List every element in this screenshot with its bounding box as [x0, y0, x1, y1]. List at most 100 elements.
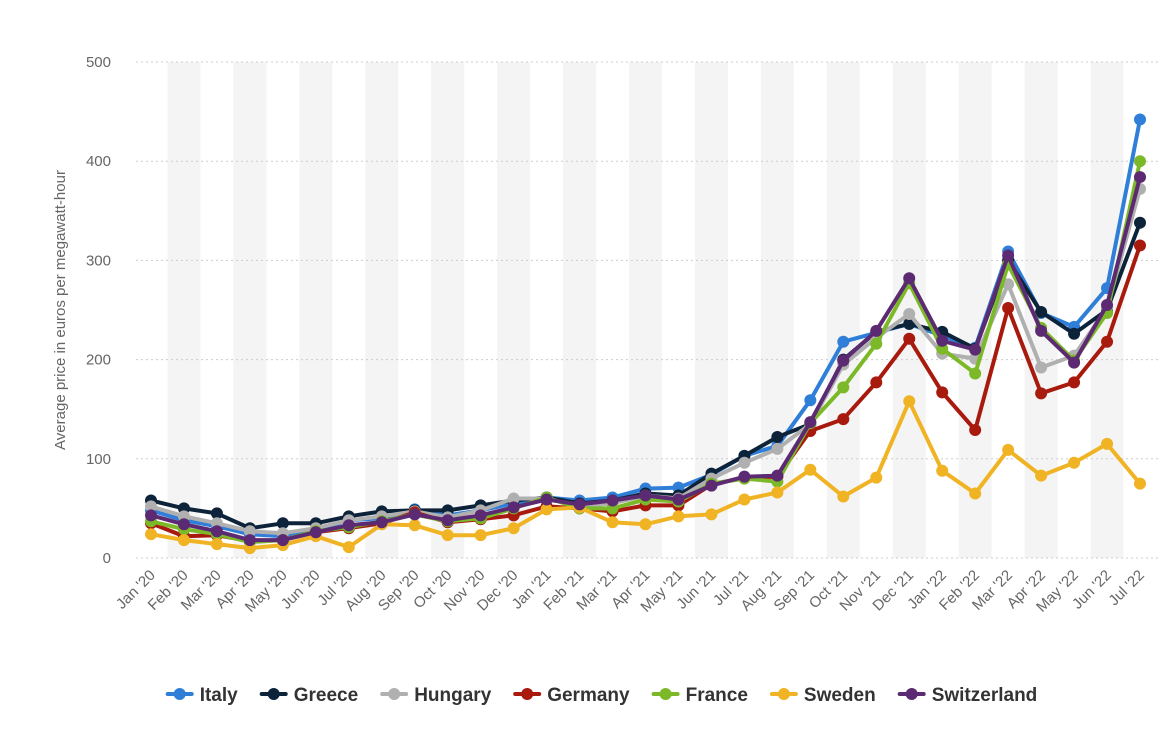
data-point[interactable]: [771, 430, 784, 443]
data-point[interactable]: [1002, 443, 1015, 456]
legend-item-germany[interactable]: Germany: [513, 685, 630, 706]
data-point[interactable]: [507, 501, 520, 514]
data-point[interactable]: [1101, 299, 1114, 312]
data-point[interactable]: [870, 324, 883, 337]
data-point[interactable]: [672, 493, 685, 506]
data-point[interactable]: [1134, 155, 1146, 168]
data-point[interactable]: [969, 367, 982, 380]
data-point[interactable]: [507, 522, 520, 535]
data-point[interactable]: [540, 493, 553, 506]
data-point[interactable]: [1101, 437, 1114, 450]
legend-item-italy[interactable]: Italy: [165, 685, 238, 706]
data-point[interactable]: [870, 376, 883, 389]
data-point[interactable]: [804, 416, 817, 429]
horizontal-gridlines: [136, 61, 1158, 559]
data-point[interactable]: [145, 509, 157, 522]
data-point[interactable]: [639, 518, 652, 531]
legend[interactable]: Italy Greece Hungary Germany France Sweden Swi…: [165, 685, 1038, 706]
data-point[interactable]: [771, 442, 784, 455]
legend-marker: [769, 688, 798, 700]
data-point[interactable]: [837, 335, 850, 348]
data-point[interactable]: [1068, 376, 1081, 389]
data-point[interactable]: [309, 526, 322, 539]
data-point[interactable]: [705, 508, 718, 521]
data-point[interactable]: [342, 519, 355, 532]
data-point[interactable]: [639, 489, 652, 502]
data-point[interactable]: [837, 490, 850, 503]
data-point[interactable]: [408, 519, 421, 532]
data-point[interactable]: [375, 516, 388, 529]
x-tick-label: Jul '22: [1105, 567, 1147, 609]
data-point[interactable]: [243, 525, 256, 538]
data-point[interactable]: [804, 463, 817, 476]
data-point[interactable]: [276, 534, 289, 547]
data-point[interactable]: [936, 334, 949, 347]
data-point[interactable]: [441, 514, 454, 527]
data-point[interactable]: [1035, 324, 1048, 337]
data-point[interactable]: [1035, 469, 1048, 482]
data-point[interactable]: [177, 534, 190, 547]
data-point[interactable]: [1035, 387, 1048, 400]
data-point[interactable]: [936, 386, 949, 399]
legend-item-sweden[interactable]: Sweden: [769, 685, 876, 706]
data-point[interactable]: [903, 317, 916, 330]
data-point[interactable]: [738, 456, 751, 469]
data-point[interactable]: [903, 307, 916, 320]
legend-item-greece[interactable]: Greece: [259, 685, 358, 706]
data-point[interactable]: [738, 470, 751, 483]
data-point[interactable]: [1002, 249, 1015, 262]
data-point[interactable]: [903, 332, 916, 345]
data-point[interactable]: [1035, 361, 1048, 374]
data-point[interactable]: [771, 469, 784, 482]
data-point[interactable]: [210, 538, 223, 551]
data-point[interactable]: [276, 517, 289, 530]
data-point[interactable]: [408, 508, 421, 521]
data-point[interactable]: [1035, 305, 1048, 318]
data-point[interactable]: [1134, 216, 1146, 229]
data-point[interactable]: [771, 486, 784, 499]
data-point[interactable]: [540, 503, 553, 516]
data-point[interactable]: [1134, 113, 1146, 126]
data-point[interactable]: [738, 493, 751, 506]
data-point[interactable]: [1101, 335, 1114, 348]
data-point[interactable]: [474, 529, 487, 542]
data-point[interactable]: [1068, 456, 1081, 469]
data-point[interactable]: [1002, 302, 1015, 315]
data-point[interactable]: [672, 510, 685, 523]
legend-item-france[interactable]: France: [651, 685, 748, 706]
data-point[interactable]: [507, 492, 520, 505]
data-point[interactable]: [969, 487, 982, 500]
data-point[interactable]: [969, 424, 982, 437]
data-point[interactable]: [1134, 171, 1146, 184]
data-point[interactable]: [870, 471, 883, 484]
data-point[interactable]: [1068, 356, 1081, 369]
data-point[interactable]: [870, 337, 883, 350]
data-point[interactable]: [177, 518, 190, 531]
legend-item-hungary[interactable]: Hungary: [380, 685, 492, 706]
data-point[interactable]: [804, 394, 817, 407]
data-point[interactable]: [145, 500, 157, 513]
data-point[interactable]: [705, 479, 718, 492]
data-point[interactable]: [145, 528, 157, 541]
data-point[interactable]: [837, 354, 850, 367]
data-point[interactable]: [903, 395, 916, 408]
data-point[interactable]: [243, 534, 256, 547]
data-point[interactable]: [474, 509, 487, 522]
data-point[interactable]: [1134, 477, 1146, 490]
data-point[interactable]: [903, 272, 916, 285]
data-point[interactable]: [969, 343, 982, 356]
data-point[interactable]: [837, 381, 850, 394]
data-point[interactable]: [1134, 239, 1146, 252]
data-point[interactable]: [210, 507, 223, 520]
legend-item-switzerland[interactable]: Switzerland: [897, 685, 1038, 706]
data-point[interactable]: [837, 413, 850, 426]
data-point[interactable]: [1068, 327, 1081, 340]
data-point[interactable]: [573, 498, 586, 511]
data-point[interactable]: [1002, 278, 1015, 291]
data-point[interactable]: [606, 494, 619, 507]
data-point[interactable]: [936, 464, 949, 477]
data-point[interactable]: [441, 529, 454, 542]
data-point[interactable]: [342, 541, 355, 554]
data-point[interactable]: [606, 516, 619, 529]
data-point[interactable]: [210, 525, 223, 538]
